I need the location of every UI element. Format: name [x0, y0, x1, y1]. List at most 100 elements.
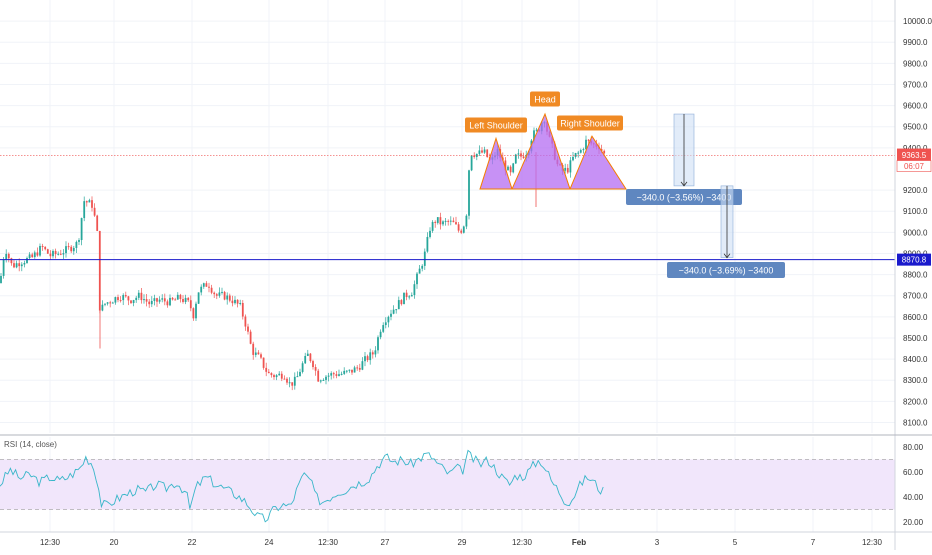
rsi-tick-label: 80.00	[903, 443, 924, 452]
candle-body	[600, 149, 603, 151]
candle-body	[447, 220, 450, 222]
candle-body	[312, 361, 314, 368]
y-tick-label: 8800.0	[903, 271, 928, 280]
candle-body	[93, 207, 96, 216]
candle-body	[330, 373, 333, 376]
y-tick-label: 8700.0	[903, 292, 928, 301]
candle-body	[325, 376, 327, 380]
candle-body	[413, 284, 416, 296]
measure-1-label: −340.0 (−3.56%) −3400	[637, 193, 732, 203]
candle-body	[153, 298, 156, 301]
candle-body	[124, 295, 127, 297]
candle-body	[197, 292, 200, 304]
candle-body	[192, 308, 195, 319]
candle-body	[478, 150, 481, 154]
x-tick-label: 27	[381, 538, 390, 547]
candle-body	[75, 241, 78, 248]
x-tick-label: 7	[811, 538, 816, 547]
price-pane[interactable]	[0, 120, 606, 391]
candle-body	[257, 352, 260, 355]
candle-body	[13, 263, 15, 268]
y-tick-label: 9400.0	[903, 144, 928, 153]
left-shoulder-label-bg[interactable]	[465, 117, 527, 133]
candle-body	[132, 300, 135, 304]
candle-body	[83, 201, 86, 219]
y-tick-label: 9100.0	[903, 207, 928, 216]
candle-body	[379, 331, 382, 338]
candle-body	[26, 257, 28, 263]
candle-body	[416, 273, 418, 285]
candle-body	[566, 167, 569, 173]
measure-1-label-bg[interactable]	[626, 189, 742, 205]
candle-body	[202, 283, 205, 287]
rsi-title: RSI (14, close)	[4, 440, 57, 449]
y-tick-label: 8600.0	[903, 313, 928, 322]
candle-body	[189, 300, 192, 309]
x-tick-label: 12:30	[862, 538, 883, 547]
drawing-layer[interactable]: Left Shoulder Head Right Shoulder −340.0 (−…	[0, 91, 895, 279]
candle-body	[574, 153, 577, 157]
candle-body	[169, 297, 171, 306]
candle-body	[345, 370, 348, 372]
x-tick-label: 20	[110, 538, 119, 547]
candle-body	[119, 300, 122, 302]
x-tick-label: Feb	[572, 538, 586, 547]
head-label-bg[interactable]	[530, 91, 560, 107]
candle-body	[236, 299, 239, 304]
candle-body	[286, 378, 288, 383]
candle-body	[517, 153, 520, 155]
candle-body	[166, 301, 169, 306]
candle-body	[78, 240, 80, 242]
candle-body	[314, 367, 317, 371]
candle-body	[106, 302, 109, 304]
support-price-tag[interactable]	[897, 253, 931, 266]
candle-body	[249, 331, 252, 344]
candle-body	[377, 337, 379, 351]
candle-body	[395, 309, 398, 311]
candle-body	[223, 291, 226, 300]
candle-body	[371, 352, 374, 355]
measure-1-arrowhead	[680, 181, 688, 187]
candle-body	[267, 371, 270, 374]
candle-body	[54, 250, 57, 255]
candle-body	[431, 221, 434, 231]
measure-2-label-bg[interactable]	[667, 262, 785, 278]
candle-body	[39, 245, 41, 256]
candle-body	[309, 353, 312, 362]
candle-body	[335, 374, 338, 376]
candle-body	[33, 252, 36, 258]
candle-body	[509, 166, 512, 173]
y-tick-label: 9900.0	[903, 38, 928, 47]
candle-body	[327, 375, 330, 377]
candle-body	[127, 296, 130, 301]
candle-body	[301, 363, 304, 372]
candle-body	[322, 379, 325, 381]
candle-body	[564, 167, 567, 171]
candle-body	[5, 253, 8, 260]
candle-body	[215, 294, 218, 296]
rsi-line	[0, 449, 604, 523]
candle-body	[278, 373, 281, 376]
x-tick-label: 24	[265, 538, 274, 547]
candle-body	[15, 263, 18, 268]
x-tick-label: 22	[188, 538, 197, 547]
candle-body	[351, 369, 353, 373]
candle-body	[184, 297, 187, 302]
candle-body	[70, 246, 73, 252]
right-shoulder-label-bg[interactable]	[557, 115, 623, 131]
y-tick-label: 8200.0	[903, 397, 928, 406]
rsi-pane[interactable]: RSI (14, close)	[0, 440, 895, 523]
candle-body	[387, 316, 390, 323]
candle-body	[520, 153, 522, 157]
candle-body	[241, 303, 244, 317]
candle-body	[382, 325, 385, 332]
current-price-tag[interactable]	[897, 148, 931, 161]
candle-body	[187, 297, 190, 301]
candle-body	[522, 156, 525, 159]
candle-body	[462, 226, 465, 233]
candle-body	[457, 224, 460, 231]
candle-body	[585, 139, 587, 150]
candle-body	[176, 294, 179, 300]
